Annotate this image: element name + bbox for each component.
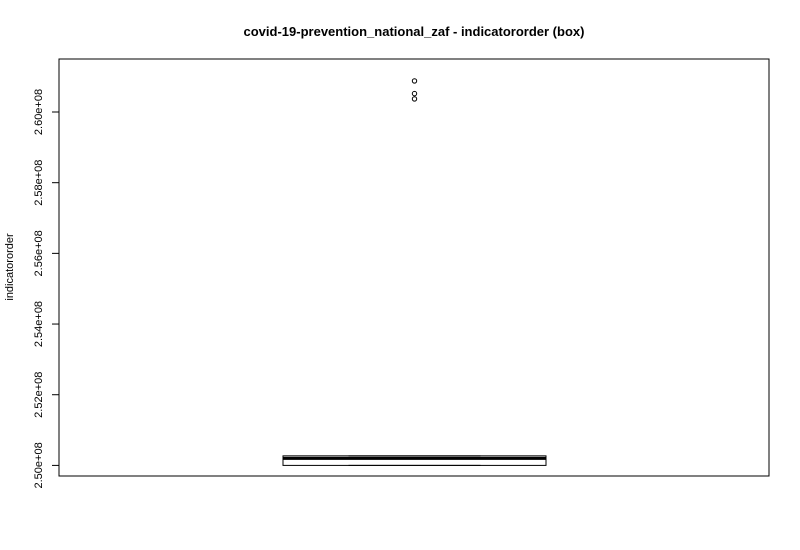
y-tick-label: 2.54e+08 xyxy=(33,301,45,347)
outlier-point xyxy=(411,96,418,102)
y-axis-label: indicatororder xyxy=(4,233,16,301)
y-tick-label: 2.58e+08 xyxy=(33,160,45,206)
y-tick-label: 2.52e+08 xyxy=(33,372,45,418)
y-tick-label: 2.60e+08 xyxy=(33,89,45,135)
y-axis-ticks: 2.50e+08 2.52e+08 2.54e+08 2.56e+08 2.58e+08… xyxy=(33,89,59,488)
outliers xyxy=(411,78,418,102)
outlier-point xyxy=(411,90,418,97)
outlier-point xyxy=(411,78,418,84)
y-tick-label: 2.56e+08 xyxy=(33,230,45,276)
box-plot xyxy=(282,455,547,466)
chart-title: covid-19-prevention_national_zaf - indic… xyxy=(244,24,585,39)
plot-frame xyxy=(58,58,770,477)
y-tick-label: 2.50e+08 xyxy=(33,442,45,488)
